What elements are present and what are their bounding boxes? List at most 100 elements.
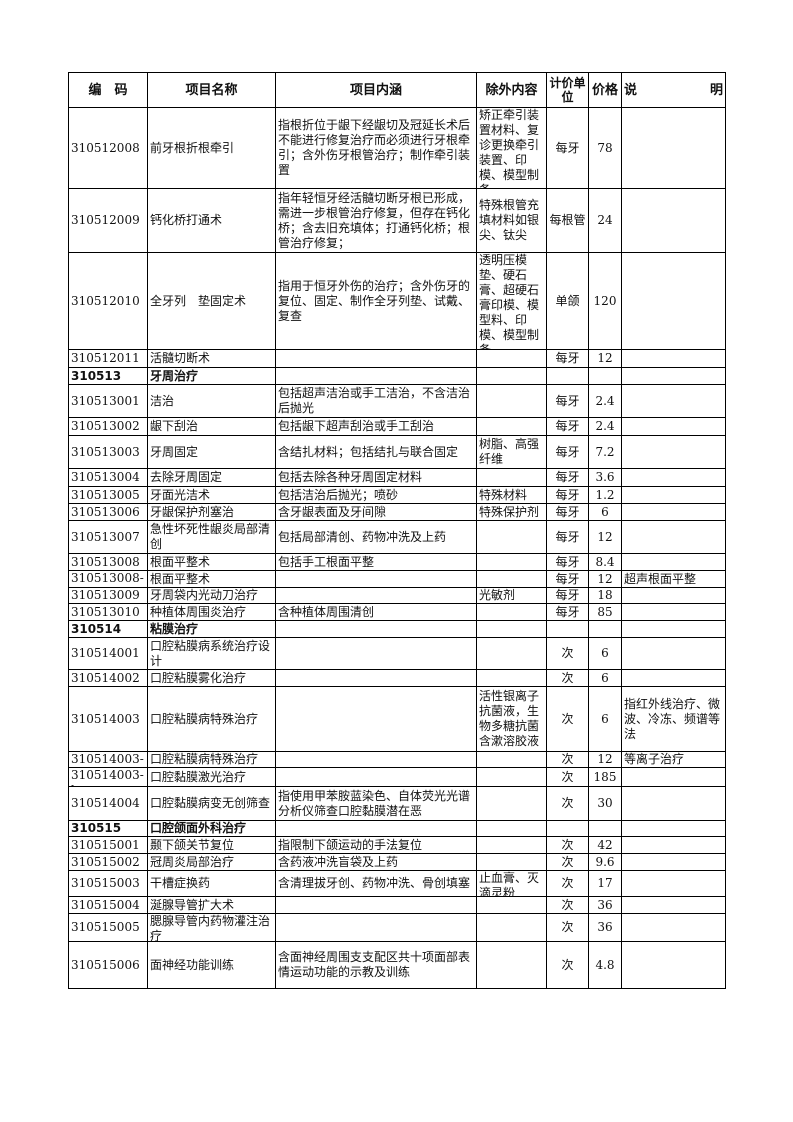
- name-cell: 牙周固定: [147, 435, 276, 469]
- table-row: 310512008 前牙根折根牵引 指根折位于龈下经龈切及冠延长术后不能进行修复治疗…: [68, 107, 726, 189]
- note-cell: [621, 820, 726, 837]
- code-cell-text: 310515005: [71, 920, 140, 934]
- unit-cell: 次: [546, 913, 589, 942]
- price-cell: 12: [588, 570, 622, 588]
- name-cell-text: 牙周固定: [150, 444, 199, 459]
- code-cell: 310512008: [68, 107, 148, 189]
- exclude-cell: [476, 941, 547, 989]
- price-cell: 185: [588, 767, 622, 787]
- name-cell-text: 种植体周围炎治疗: [150, 604, 247, 619]
- table-row: 310513009 牙周袋内光动刀治疗 光敏剂 每牙 18: [68, 587, 726, 604]
- name-cell-text: 干槽症换药: [150, 876, 211, 890]
- exclude-cell: 光敏剂: [476, 587, 547, 604]
- note-cell: [621, 503, 726, 521]
- note-cell: [621, 767, 726, 787]
- code-cell-text: 310514001: [71, 646, 140, 660]
- table-row: 310515003 干槽症换药 含清理拔牙创、药物冲洗、骨创填塞 止血膏、灭滴灵粉 次 1…: [68, 870, 726, 897]
- content-cell: [275, 913, 477, 942]
- name-cell: 口腔粘膜病特殊治疗: [147, 686, 276, 752]
- name-cell: 面神经功能训练: [147, 941, 276, 989]
- code-cell: 310513010: [68, 603, 148, 621]
- content-cell: [275, 570, 477, 588]
- content-cell: 指用于恒牙外伤的治疗；含外伤牙的复位、固定、制作全牙列垫、试戴、复查: [275, 252, 477, 350]
- code-cell-text: 310514004: [71, 796, 140, 810]
- table-row: 310513002 龈下刮治 包括龈下超声刮治或手工刮治 每牙 2.4: [68, 417, 726, 436]
- exclude-cell: [476, 836, 547, 854]
- note-cell: [621, 252, 726, 350]
- price-cell: 2.4: [588, 417, 622, 436]
- code-cell: 310513002: [68, 417, 148, 436]
- price-cell-text: 6: [601, 504, 609, 519]
- code-cell-text: 310515002: [71, 854, 140, 869]
- unit-cell-text: 次: [561, 796, 574, 810]
- name-cell: 牙龈保护剂塞治: [147, 503, 276, 521]
- price-cell-text: 12: [597, 351, 613, 365]
- name-cell: 口腔黏膜病变无创筛查: [147, 786, 276, 821]
- price-cell: 6: [588, 503, 622, 521]
- section-row: 310514 粘膜治疗: [68, 620, 726, 638]
- price-cell-text: 78: [597, 140, 613, 155]
- exclude-cell: [476, 367, 547, 385]
- price-cell: 4.8: [588, 941, 622, 989]
- unit-cell: 次: [546, 686, 589, 752]
- name-cell-text: 口腔粘膜病系统治疗设计: [150, 638, 271, 668]
- exclude-cell-text: 止血膏、灭滴灵粉: [479, 871, 540, 896]
- note-cell: [621, 417, 726, 436]
- table-row: 310512010 全牙列 垫固定术 指用于恒牙外伤的治疗；含外伤牙的复位、固定、制…: [68, 252, 726, 350]
- content-cell: 包括局部清创、药物冲洗及上药: [275, 520, 477, 554]
- price-cell: 8.4: [588, 553, 622, 571]
- code-cell: 310514003-b: [68, 767, 148, 787]
- unit-cell-text: 每牙: [555, 529, 580, 544]
- code-cell: 310515002: [68, 853, 148, 871]
- code-cell: 310514003-a: [68, 751, 148, 768]
- code-cell: 310513001: [68, 384, 148, 418]
- name-cell-text: 龈下刮治: [150, 419, 199, 433]
- note-cell: [621, 669, 726, 687]
- code-cell-text: 310512010: [71, 293, 140, 308]
- note-cell: [621, 896, 726, 914]
- note-cell-text: 超声根面平整: [624, 571, 697, 586]
- code-cell: 310513005: [68, 486, 148, 504]
- exclude-cell-text: 活性银离子抗菌液，生物多糖抗菌含漱溶胶液: [479, 689, 540, 748]
- code-cell-text: 310515006: [71, 957, 140, 972]
- unit-cell-text: 每牙: [555, 351, 580, 365]
- unit-cell: [546, 367, 589, 385]
- content-cell-text: 包括超声洁治或手工洁治，不含洁治后抛光: [278, 386, 471, 415]
- header-note-left: 说: [624, 82, 638, 98]
- unit-cell-text: 每牙: [555, 444, 580, 459]
- name-cell: 种植体周围炎治疗: [147, 603, 276, 621]
- unit-cell: 每牙: [546, 503, 589, 521]
- unit-cell-text: 次: [561, 876, 574, 890]
- name-cell-text: 根面平整术: [150, 571, 211, 586]
- code-cell-text: 310515: [71, 821, 122, 836]
- price-cell-text: 24: [597, 213, 613, 227]
- table-row: 310512011 活髓切断术 每牙 12: [68, 349, 726, 368]
- code-cell-text: 310513007: [71, 529, 140, 544]
- price-cell: [588, 367, 622, 385]
- unit-cell: 次: [546, 751, 589, 768]
- name-cell-text: 急性坏死性龈炎局部清创: [150, 522, 271, 551]
- table-row: 310514004 口腔黏膜病变无创筛查 指使用甲苯胺蓝染色、自体荧光光谱分析仪筛查…: [68, 786, 726, 821]
- code-cell: 310513009: [68, 587, 148, 604]
- price-cell-text: 18: [597, 588, 613, 603]
- note-cell: [621, 553, 726, 571]
- price-cell-text: 2.4: [595, 393, 615, 408]
- note-cell: [621, 468, 726, 487]
- unit-cell-text: 次: [561, 711, 574, 726]
- name-cell-text: 口腔粘膜病特殊治疗: [150, 752, 259, 767]
- table-row: 310514003-a 口腔粘膜病特殊治疗 次 12 等离子治疗: [68, 751, 726, 768]
- content-cell-text: 包括手工根面平整: [278, 554, 375, 569]
- exclude-cell: 特殊材料: [476, 486, 547, 504]
- code-cell-text: 310515003: [71, 876, 140, 890]
- exclude-cell: [476, 669, 547, 687]
- section-row: 310513 牙周治疗: [68, 367, 726, 385]
- exclude-cell-text: 矫正牵引装置材料、复诊更换牵引装置、印模、模型制备: [479, 108, 540, 188]
- exclude-cell-text: 特殊保护剂: [479, 504, 540, 519]
- exclude-cell-text: 光敏剂: [479, 588, 516, 603]
- unit-cell: 每牙: [546, 570, 589, 588]
- price-cell-text: 12: [597, 529, 613, 544]
- code-cell-text: 310513010: [71, 604, 140, 619]
- code-cell-text: 310513001: [71, 393, 140, 408]
- code-cell-text: 310515001: [71, 837, 140, 852]
- unit-cell-text: 每牙: [555, 604, 580, 619]
